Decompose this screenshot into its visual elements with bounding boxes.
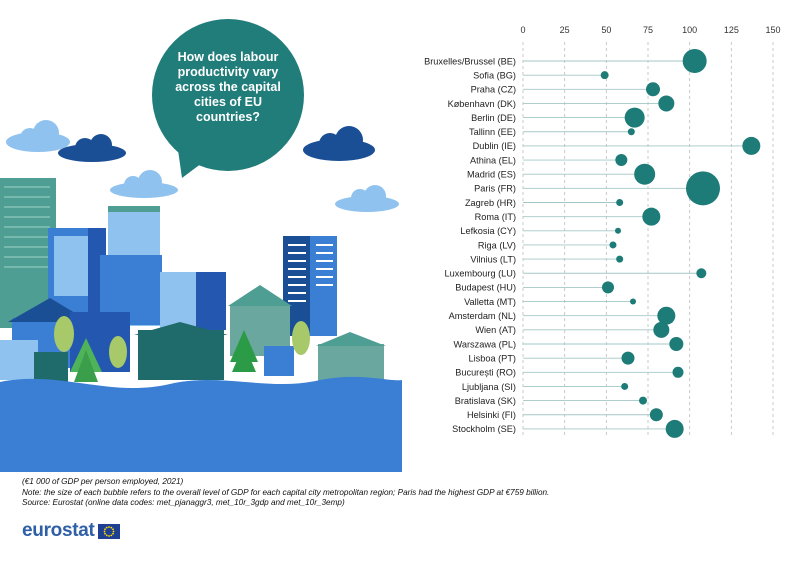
category-label: Wien (AT): [475, 325, 516, 335]
category-label: Bruxelles/Brussel (BE): [424, 56, 516, 66]
category-label: Dublin (IE): [473, 141, 516, 151]
category-label: København (DK): [448, 99, 516, 109]
category-label: Amsterdam (NL): [449, 311, 516, 321]
x-tick-label: 75: [643, 25, 653, 35]
category-label: Praha (CZ): [471, 85, 516, 95]
data-point: [649, 408, 663, 422]
category-label: Roma (IT): [475, 212, 516, 222]
data-point: [621, 351, 635, 365]
category-label: Luxembourg (LU): [445, 269, 517, 279]
unit-note: (€1 000 of GDP per person employed, 2021…: [22, 477, 184, 486]
data-point: [630, 298, 636, 305]
cloud-icon: [335, 185, 399, 212]
data-point: [621, 382, 629, 390]
category-label: Budapest (HU): [455, 283, 516, 293]
source-note: Source: Eurostat (online data codes: met…: [22, 498, 345, 507]
category-label: Bratislava (SK): [455, 396, 516, 406]
data-point: [639, 396, 647, 405]
category-label: Zagreb (HR): [465, 198, 516, 208]
category-label: Lefkosia (CY): [460, 226, 516, 236]
category-label: Tallinn (EE): [469, 127, 516, 137]
water: [0, 376, 402, 472]
data-point: [686, 171, 720, 206]
data-point: [696, 268, 707, 279]
category-label: Paris (FR): [474, 184, 516, 194]
data-point: [624, 107, 645, 128]
cloud-icon: [110, 170, 178, 198]
category-label: Vilnius (LT): [470, 254, 516, 264]
category-label: Stockholm (SE): [452, 424, 516, 434]
data-point: [616, 255, 624, 263]
data-point: [658, 95, 675, 112]
data-points: [600, 49, 761, 438]
data-point: [672, 366, 684, 378]
logo-text: eurostat: [22, 520, 95, 541]
size-note: Note: the size of each bubble refers to …: [22, 487, 550, 497]
category-label: Valletta (MT): [464, 297, 516, 307]
lollipop-chart: 0 25 50 75 100 125 150 Bruxelles/Brussel (BE) S…: [424, 25, 781, 438]
x-tick-label: 150: [765, 25, 780, 35]
category-label: Helsinki (FI): [467, 410, 516, 420]
data-point: [682, 49, 707, 73]
gridlines: [522, 42, 774, 437]
x-tick-label: 100: [682, 25, 697, 35]
category-label: Riga (LV): [478, 240, 516, 250]
data-point: [609, 241, 617, 249]
data-point: [742, 136, 761, 155]
x-tick-label: 50: [601, 25, 611, 35]
category-label: Sofia (BG): [473, 70, 516, 80]
cloud-icon: [58, 134, 126, 162]
cloud-icon: [303, 126, 375, 161]
city-illustration: [0, 19, 402, 472]
data-point: [615, 154, 628, 167]
category-label: Warszawa (PL): [454, 339, 516, 349]
footnotes: (€1 000 of GDP per person employed, 2021…: [22, 477, 782, 509]
buildings: [0, 178, 386, 388]
cloud-icon: [6, 120, 70, 152]
x-tick-label: 125: [724, 25, 739, 35]
data-point: [602, 281, 614, 294]
category-label: Lisboa (PT): [469, 353, 517, 363]
data-point: [646, 82, 660, 97]
data-point: [657, 306, 676, 325]
data-point: [665, 419, 684, 438]
trees: [54, 316, 310, 382]
x-tick-label: 25: [560, 25, 570, 35]
category-label: Madrid (ES): [467, 170, 516, 180]
data-point: [600, 71, 609, 80]
data-point: [627, 128, 635, 136]
category-label: Berlin (DE): [471, 113, 516, 123]
data-point: [616, 199, 624, 206]
category-labels: Bruxelles/Brussel (BE) Sofia (BG) Praha (C…: [424, 56, 516, 434]
stems: [523, 60, 752, 430]
data-point: [653, 321, 670, 338]
data-point: [669, 337, 684, 351]
eu-flag-icon: [97, 523, 120, 539]
speech-bubble: [152, 19, 304, 178]
category-label: Athina (EL): [470, 155, 516, 165]
data-point: [634, 163, 656, 185]
eurostat-logo: eurostat: [22, 520, 120, 542]
x-tick-label: 0: [520, 25, 525, 35]
category-label: Ljubljana (SI): [462, 382, 516, 392]
x-axis-ticks: 0 25 50 75 100 125 150: [520, 25, 780, 35]
bubble-question: How does labour productivity vary across…: [175, 50, 281, 124]
data-point: [615, 227, 621, 234]
category-label: București (RO): [455, 368, 516, 378]
data-point: [642, 207, 661, 226]
